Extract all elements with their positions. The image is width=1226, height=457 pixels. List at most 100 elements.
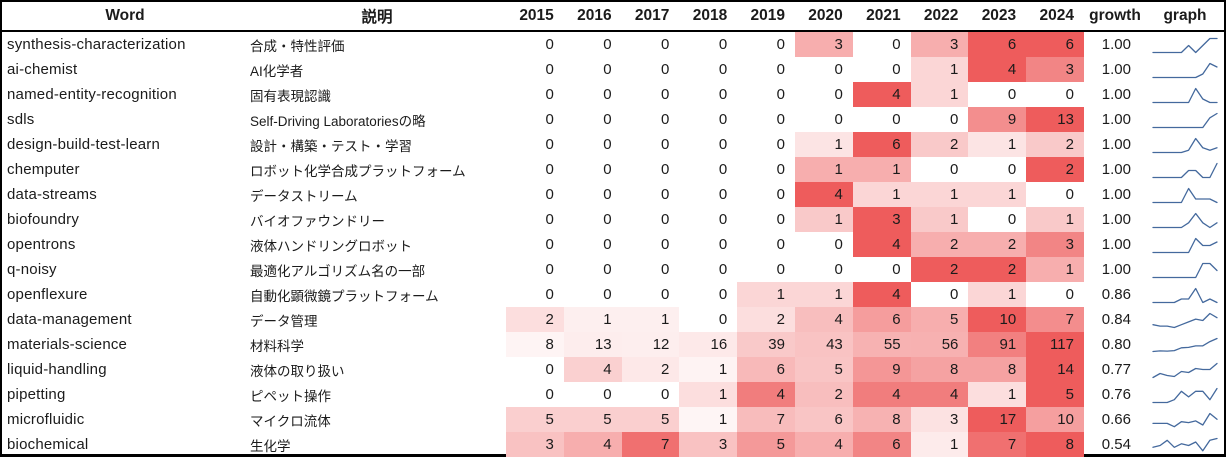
year-count-cell: 0 — [794, 232, 853, 257]
year-count-cell: 0 — [679, 132, 738, 157]
sparkline-cell — [1146, 407, 1224, 432]
year-count-cell: 7 — [1026, 307, 1084, 332]
table-row: openflexure 自動化顕微鏡プラットフォーム 0 0 0 0 1 1 4 0 1 0 0.86 — [2, 282, 1224, 307]
sparkline-svg — [1152, 37, 1218, 53]
year-count-cell: 0 — [621, 382, 680, 407]
sparkline-cell — [1146, 31, 1224, 57]
year-count-cell: 0 — [506, 107, 564, 132]
sparkline-cell — [1146, 57, 1224, 82]
year-count-cell: 5 — [563, 407, 622, 432]
sparkline-cell — [1146, 357, 1224, 382]
year-count-cell: 0 — [968, 207, 1027, 232]
sparkline-svg — [1152, 362, 1218, 378]
year-count-cell: 0 — [563, 207, 622, 232]
sparkline-cell — [1146, 182, 1224, 207]
year-count-cell: 0 — [563, 382, 622, 407]
year-count-cell: 1 — [968, 182, 1027, 207]
year-count-cell: 1 — [737, 282, 795, 307]
table-row: biochemical 生化学 3 4 7 3 5 4 6 1 7 8 0.54 — [2, 432, 1224, 457]
word-cell: ai-chemist — [7, 61, 78, 78]
year-count-cell: 0 — [506, 82, 564, 107]
growth-cell: 1.00 — [1101, 86, 1131, 103]
year-count-cell: 0 — [563, 107, 622, 132]
year-count-cell: 0 — [1026, 282, 1084, 307]
header-year-2020: 2020 — [794, 2, 853, 32]
year-count-cell: 0 — [621, 157, 680, 182]
year-count-cell: 1 — [910, 82, 969, 107]
year-count-cell: 0 — [1026, 82, 1084, 107]
growth-cell: 1.00 — [1101, 61, 1131, 78]
year-count-cell: 2 — [1026, 157, 1084, 182]
year-count-cell: 0 — [621, 107, 680, 132]
sparkline-cell — [1146, 307, 1224, 332]
word-cell: chemputer — [7, 161, 80, 178]
year-count-cell: 0 — [621, 182, 680, 207]
desc-cell: ピペット操作 — [250, 388, 331, 404]
growth-cell: 1.00 — [1101, 36, 1131, 53]
year-count-cell: 4 — [852, 232, 911, 257]
year-count-cell: 4 — [563, 357, 622, 382]
year-count-cell: 0 — [506, 382, 564, 407]
year-count-cell: 1 — [563, 307, 622, 332]
header-graph: graph — [1145, 2, 1224, 32]
header-word: Word — [2, 2, 248, 32]
year-count-cell: 2 — [968, 257, 1027, 282]
word-cell: sdls — [7, 111, 35, 128]
year-count-cell: 0 — [852, 257, 911, 282]
sparkline-svg — [1152, 237, 1218, 253]
header-desc: 説明 — [248, 2, 506, 32]
year-count-cell: 16 — [679, 332, 738, 357]
header-year-2016: 2016 — [563, 2, 622, 32]
year-count-cell: 0 — [737, 31, 795, 57]
header-year-2015: 2015 — [506, 2, 564, 32]
desc-cell: 合成・特性評価 — [250, 38, 345, 54]
year-count-cell: 1 — [852, 157, 911, 182]
sparkline-svg — [1152, 287, 1218, 303]
year-count-cell: 0 — [679, 182, 738, 207]
year-count-cell: 3 — [506, 432, 564, 457]
year-count-cell: 1 — [910, 432, 969, 457]
year-count-cell: 17 — [968, 407, 1027, 432]
year-count-cell: 0 — [852, 57, 911, 82]
word-cell: named-entity-recognition — [7, 86, 177, 103]
desc-cell: 設計・構築・テスト・学習 — [250, 138, 412, 154]
sparkline-svg — [1152, 262, 1218, 278]
year-count-cell: 0 — [563, 132, 622, 157]
growth-cell: 0.76 — [1101, 386, 1131, 403]
year-count-cell: 4 — [794, 182, 853, 207]
year-count-cell: 55 — [852, 332, 911, 357]
year-count-cell: 5 — [621, 407, 680, 432]
year-count-cell: 4 — [852, 382, 911, 407]
year-count-cell: 10 — [1026, 407, 1084, 432]
year-count-cell: 0 — [621, 132, 680, 157]
year-count-cell: 2 — [910, 257, 969, 282]
year-count-cell: 0 — [737, 157, 795, 182]
year-count-cell: 1 — [1026, 257, 1084, 282]
year-count-cell: 0 — [910, 107, 969, 132]
year-count-cell: 3 — [1026, 57, 1084, 82]
sparkline-svg — [1152, 87, 1218, 103]
year-count-cell: 0 — [506, 182, 564, 207]
year-count-cell: 0 — [968, 82, 1027, 107]
year-count-cell: 0 — [506, 282, 564, 307]
year-count-cell: 6 — [794, 407, 853, 432]
year-count-cell: 1 — [910, 57, 969, 82]
year-count-cell: 10 — [968, 307, 1027, 332]
year-count-cell: 5 — [910, 307, 969, 332]
year-count-cell: 0 — [679, 307, 738, 332]
year-count-cell: 0 — [679, 257, 738, 282]
year-count-cell: 0 — [679, 282, 738, 307]
year-count-cell: 3 — [794, 31, 853, 57]
year-count-cell: 1 — [679, 382, 738, 407]
year-count-cell: 1 — [679, 357, 738, 382]
header-year-2022: 2022 — [910, 2, 969, 32]
year-count-cell: 8 — [1026, 432, 1084, 457]
year-count-cell: 6 — [852, 307, 911, 332]
header-growth: growth — [1083, 2, 1146, 32]
year-count-cell: 4 — [794, 432, 853, 457]
year-count-cell: 1 — [968, 132, 1027, 157]
year-count-cell: 6 — [1026, 31, 1084, 57]
year-count-cell: 5 — [737, 432, 795, 457]
year-count-cell: 0 — [794, 107, 853, 132]
